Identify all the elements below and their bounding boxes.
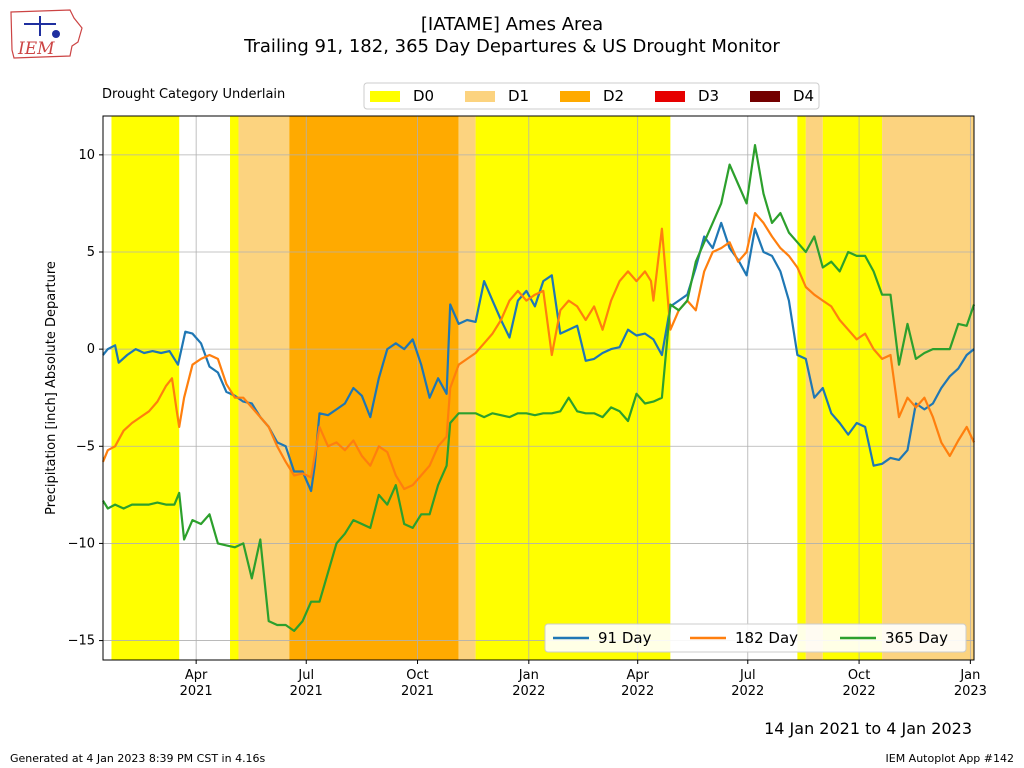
y-tick-label: 10 [78,148,95,163]
x-tick-label: Jan [959,668,980,683]
y-tick-label: −5 [76,439,95,454]
legend-label-d0: D0 [413,87,434,105]
legend-label-91-day: 91 Day [598,629,652,647]
drought-band-d0 [822,116,883,660]
legend-label-182-day: 182 Day [735,629,798,647]
legend-swatch-d4 [750,91,780,102]
x-tick-label: Jan [518,668,539,683]
app-number: IEM Autoplot App #142 [885,752,1015,765]
y-tick-label: −15 [68,634,95,649]
x-tick-label: 2021 [180,684,213,699]
chart-title: [IATAME] Ames Area [420,14,604,35]
x-tick-label: 2022 [731,684,764,699]
iem-logo: IEM [10,9,83,59]
drought-legend [363,82,820,110]
legend-label-365-day: 365 Day [885,629,948,647]
y-tick-label: 0 [87,342,95,357]
x-tick-label: 2021 [401,684,434,699]
y-tick-label: 5 [87,245,95,260]
plot-frame [102,115,975,661]
drought-band-d1 [882,116,974,660]
drought-category-label: Drought Category Underlain [102,87,286,102]
legend-label-d2: D2 [603,87,624,105]
x-tick-label: Apr [185,668,208,683]
chart-subtitle: Trailing 91, 182, 365 Day Departures & U… [244,36,780,57]
series-legend [544,623,967,653]
x-tick-label: 2021 [290,684,323,699]
x-tick-label: Apr [626,668,649,683]
legend-label-d4: D4 [793,87,814,105]
x-tick-label: 2023 [954,684,987,699]
drought-band-d0 [230,116,239,660]
generated-note: Generated at 4 Jan 2023 8:39 PM CST in 4… [10,752,266,765]
series-line-365-day [102,144,976,632]
x-tick-label: Oct [848,668,870,683]
legend-swatch-d1 [465,91,495,102]
logo-text: IEM [17,39,55,59]
drought-band-d1 [805,116,823,660]
x-tick-label: 2022 [843,684,876,699]
legend-swatch-d0 [370,91,400,102]
legend-label-d3: D3 [698,87,719,105]
drought-band-d0 [475,116,671,660]
drought-band-d0 [111,116,180,660]
x-tick-label: Jul [739,668,756,683]
drought-band-d0 [797,116,806,660]
legend-swatch-d3 [655,91,685,102]
drought-band-d1 [458,116,476,660]
x-tick-label: Oct [406,668,428,683]
drought-band-d2 [289,116,459,660]
iowa-outline [10,9,83,59]
series-line-182-day [101,212,975,491]
date-range: 14 Jan 2021 to 4 Jan 2023 [764,719,972,738]
y-axis-label: Precipitation [inch] Absolute Departure [44,261,59,515]
legend-swatch-d2 [560,91,590,102]
legend-label-d1: D1 [508,87,529,105]
series-line-91-day [102,221,975,493]
x-tick-label: 2022 [621,684,654,699]
x-tick-label: 2022 [512,684,545,699]
y-tick-label: −10 [68,536,95,551]
x-tick-label: Jul [297,668,314,683]
